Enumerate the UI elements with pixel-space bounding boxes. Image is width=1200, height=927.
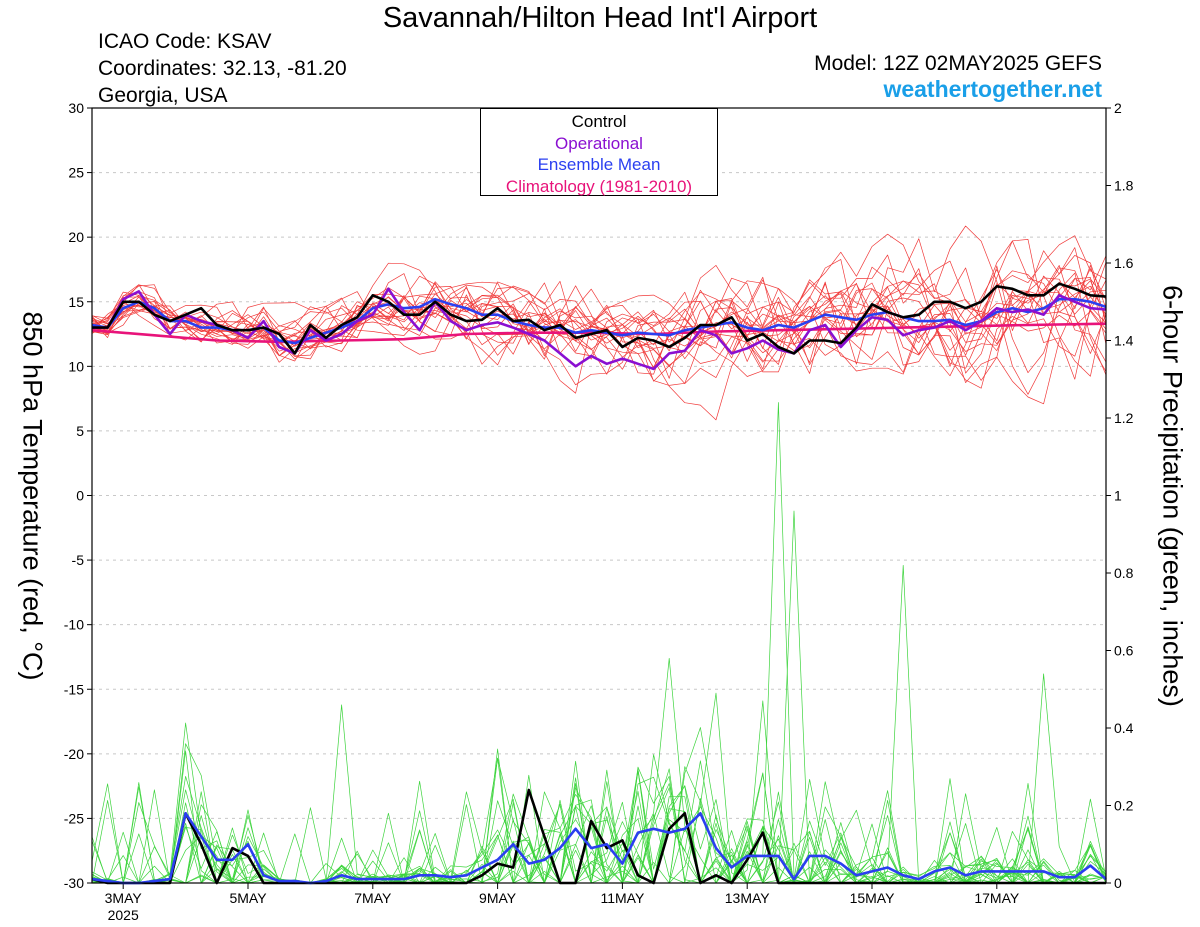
y-left-tick-label: 20 bbox=[68, 229, 84, 245]
y-right-tick-label: 0.2 bbox=[1114, 798, 1134, 814]
x-tick-label: 17MAY bbox=[974, 890, 1020, 906]
coordinates: Coordinates: 32.13, -81.20 bbox=[98, 57, 347, 80]
y-left-tick-label: 10 bbox=[68, 358, 84, 374]
ensemble-member-precip-line bbox=[91, 402, 1106, 884]
x-tick-label: 7MAY bbox=[354, 890, 392, 906]
y-left-tick-label: -10 bbox=[64, 617, 84, 633]
chart-title: Savannah/Hilton Head Int'l Airport bbox=[382, 2, 818, 34]
region: Georgia, USA bbox=[98, 84, 228, 107]
legend-control: Control bbox=[571, 112, 627, 131]
ensemble-member-temp-line bbox=[91, 272, 1107, 421]
x-tick-label: 5MAY bbox=[229, 890, 267, 906]
control-temp-line bbox=[92, 282, 1107, 355]
y-right-tick-label: 1.2 bbox=[1114, 410, 1134, 426]
site-link[interactable]: weathertogether.net bbox=[883, 76, 1102, 102]
station-info: ICAO Code: KSAV Coordinates: 32.13, -81.… bbox=[98, 28, 347, 109]
y-right-tick-label: 0.8 bbox=[1114, 565, 1134, 581]
legend-ensemble-mean: Ensemble Mean bbox=[537, 155, 661, 174]
ensemble-member-temp-line bbox=[91, 265, 1107, 389]
y-right-tick-label: 1.8 bbox=[1114, 178, 1134, 194]
y-left-tick-label: -25 bbox=[64, 810, 84, 826]
y-right-tick-label: 0.6 bbox=[1114, 643, 1134, 659]
ensemble-member-temp-line bbox=[91, 282, 1107, 405]
x-tick-label: 15MAY bbox=[850, 890, 896, 906]
y-right-tick-label: 0 bbox=[1114, 875, 1122, 891]
y-left-tick-label: 5 bbox=[76, 423, 84, 439]
model-run: Model: 12Z 02MAY2025 GEFS bbox=[814, 52, 1102, 75]
y-left-tick-label: -5 bbox=[72, 552, 85, 568]
ensemble-member-precip-line bbox=[91, 673, 1107, 884]
y-left-tick-label: -30 bbox=[64, 875, 84, 891]
operational-temp-line bbox=[92, 287, 1107, 371]
y-right-tick-label: 2 bbox=[1114, 100, 1122, 116]
ensemble-member-temp-line bbox=[91, 247, 1107, 367]
x-tick-label: 13MAY bbox=[725, 890, 771, 906]
ensemble-member-temp-line bbox=[91, 259, 1107, 367]
y-axis-left-label: 850 hPa Temperature (red, °C) bbox=[17, 311, 48, 681]
y-left-tick-label: 30 bbox=[68, 100, 84, 116]
x-year-label: 2025 bbox=[108, 907, 139, 923]
y-left-tick-label: 0 bbox=[76, 488, 84, 504]
x-tick-label: 9MAY bbox=[479, 890, 517, 906]
y-right-tick-label: 0.4 bbox=[1114, 720, 1134, 736]
legend-climatology: Climatology (1981-2010) bbox=[505, 176, 693, 196]
x-tick-label: 11MAY bbox=[600, 890, 644, 906]
y-left-tick-label: -15 bbox=[64, 681, 84, 697]
y-right-tick-label: 1.6 bbox=[1114, 255, 1134, 271]
y-right-tick-label: 1.4 bbox=[1114, 333, 1134, 349]
ensemble-member-precip-line bbox=[91, 750, 1107, 884]
icao-code: ICAO Code: KSAV bbox=[98, 30, 272, 53]
y-left-tick-label: 15 bbox=[68, 294, 84, 310]
legend: Control Operational Ensemble Mean Climat… bbox=[480, 108, 718, 196]
x-tick-label: 3MAY bbox=[105, 890, 143, 906]
y-left-tick-label: -20 bbox=[64, 746, 84, 762]
y-left-tick-label: 25 bbox=[68, 165, 84, 181]
ensemble-member-temp-line bbox=[91, 287, 1107, 357]
legend-operational: Operational bbox=[555, 133, 643, 153]
ensemble-member-temp-line bbox=[91, 240, 1107, 377]
y-right-tick-label: 1 bbox=[1114, 488, 1122, 504]
ensemble-member-temp-line bbox=[91, 233, 1107, 379]
ensemble-mean-precip-line bbox=[91, 812, 1107, 885]
y-axis-right-label: 6-hour Precipitation (green, inches) bbox=[1157, 285, 1188, 707]
